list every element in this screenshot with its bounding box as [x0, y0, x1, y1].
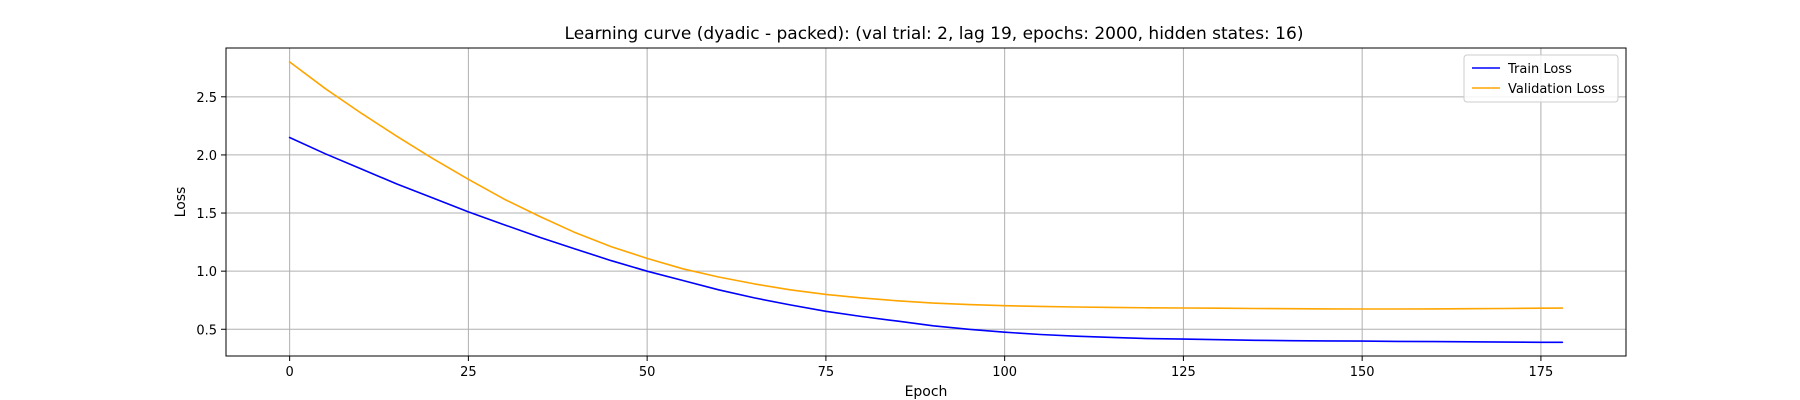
y-tick-label: 2.5: [196, 91, 217, 106]
chart-title: Learning curve (dyadic - packed): (val t…: [565, 24, 1304, 44]
series-lines: [288, 61, 1564, 344]
x-tick-label: 50: [639, 365, 656, 380]
x-tick-label: 100: [992, 365, 1017, 380]
legend: Train Loss Validation Loss: [1463, 54, 1619, 103]
series-line-1: [288, 61, 1564, 310]
legend-box: [1463, 54, 1619, 103]
y-tick-label: 2.0: [196, 149, 217, 164]
legend-label-1: Validation Loss: [1508, 82, 1605, 97]
x-tick-label: 75: [818, 365, 835, 380]
legend-label-0: Train Loss: [1507, 62, 1572, 77]
plot-area: [226, 48, 1626, 356]
y-axis-label: Loss: [173, 187, 189, 218]
x-tick-label: 0: [285, 365, 293, 380]
x-tick-label: 150: [1350, 365, 1375, 380]
y-tick-label: 0.5: [196, 323, 217, 338]
x-tick-label: 125: [1171, 365, 1196, 380]
y-axis: 0.5 1.0 1.5 2.0 2.5: [196, 91, 226, 338]
plot-frame: [225, 47, 1627, 357]
y-tick-label: 1.0: [196, 265, 217, 280]
series-line-0: [288, 136, 1564, 344]
y-tick-label: 1.5: [196, 207, 217, 222]
x-axis-label: Epoch: [905, 384, 948, 400]
x-tick-label: 25: [460, 365, 477, 380]
x-axis: 0 25 50 75 100 125 150 175: [285, 356, 1553, 380]
x-tick-label: 175: [1528, 365, 1553, 380]
